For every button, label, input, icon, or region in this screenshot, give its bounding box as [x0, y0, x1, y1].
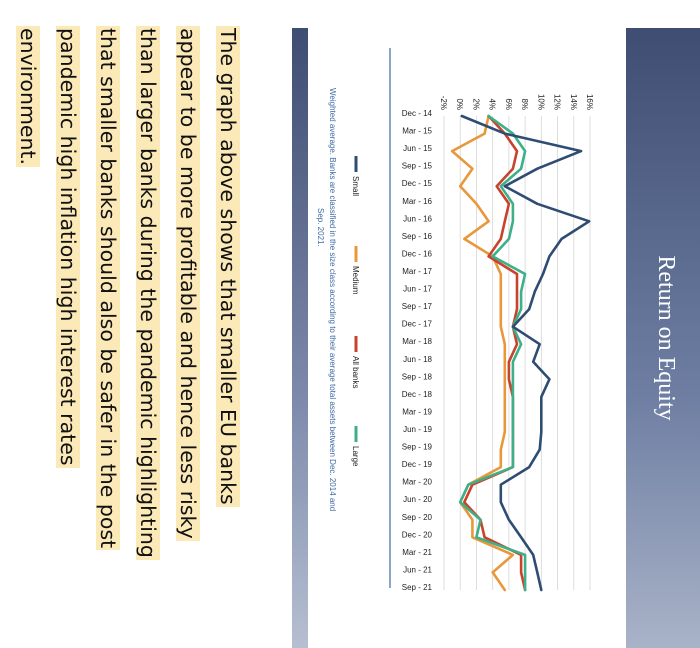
- x-tick-label: Jun - 15: [403, 144, 432, 153]
- x-tick-label: Sep - 19: [402, 443, 433, 452]
- x-tick-label: Sep - 17: [402, 302, 433, 311]
- caption-line: pandemic high inflation high interest ra…: [56, 26, 80, 468]
- caption-line: that smaller banks should also be safer …: [96, 26, 120, 551]
- x-tick-label: Sep - 18: [402, 372, 433, 381]
- x-tick-label: Jun - 20: [403, 495, 432, 504]
- series-line-large: [458, 114, 527, 592]
- y-tick-label: 14%: [569, 94, 578, 110]
- y-tick-label: 4%: [488, 98, 497, 110]
- x-tick-label: Mar - 16: [402, 197, 432, 206]
- x-tick-label: Dec - 18: [402, 390, 433, 399]
- slide-title: Return on Equity: [653, 255, 679, 421]
- x-tick-label: Dec - 17: [402, 320, 433, 329]
- y-tick-label: 0%: [455, 98, 464, 110]
- x-tick-label: Mar - 20: [402, 478, 432, 487]
- y-tick-label: 16%: [585, 94, 594, 110]
- x-tick-label: Dec - 19: [402, 460, 433, 469]
- caption-line: than larger banks during the pandemic hi…: [136, 26, 160, 560]
- x-tick-label: Dec - 20: [402, 530, 433, 539]
- x-tick-label: Mar - 18: [402, 337, 432, 346]
- y-tick-label: -2%: [439, 96, 448, 110]
- y-tick-label: 2%: [471, 98, 480, 110]
- chart-note: Weighted average. Banks are classified i…: [328, 88, 337, 511]
- x-tick-label: Sep - 15: [402, 162, 433, 171]
- x-tick-label: Mar - 17: [402, 267, 432, 276]
- y-tick-label: 6%: [504, 98, 513, 110]
- x-tick-label: Dec - 14: [402, 109, 433, 118]
- legend-label: Large: [351, 446, 360, 467]
- x-tick-label: Jun - 16: [403, 214, 432, 223]
- series-line-small: [460, 114, 591, 592]
- caption-text: The graph above shows that smaller EU ba…: [8, 26, 248, 626]
- legend-label: Small: [351, 176, 360, 196]
- caption-line: appear to be more profitable and hence l…: [176, 26, 200, 541]
- slide: Return on Equity -2% 0% 2% 4% 6% 8% 10% 12% 14% 1…: [286, 28, 700, 648]
- x-tick-label: Mar - 15: [402, 127, 432, 136]
- chart-note-line-2: Sep. 2021.: [316, 208, 325, 247]
- y-tick-label: 12%: [553, 94, 562, 110]
- x-tick-label: Mar - 19: [402, 407, 432, 416]
- legend-label: Medium: [351, 266, 360, 295]
- x-tick-label: Jun - 18: [403, 355, 432, 364]
- y-tick-label: 10%: [536, 94, 545, 110]
- x-tick-label: Dec - 15: [402, 179, 433, 188]
- series-line-medium: [450, 114, 515, 592]
- x-tick-label: Mar - 21: [402, 548, 432, 557]
- bottom-bar: [292, 28, 308, 648]
- x-tick-label: Sep - 21: [402, 583, 433, 592]
- series-line-all-banks: [463, 114, 527, 592]
- x-tick-label: Jun - 21: [403, 565, 432, 574]
- y-tick-label: 8%: [520, 98, 529, 110]
- x-tick-label: Sep - 16: [402, 232, 433, 241]
- x-tick-label: Sep - 20: [402, 513, 433, 522]
- title-bar: Return on Equity: [626, 28, 700, 648]
- caption-line: The graph above shows that smaller EU ba…: [216, 26, 240, 507]
- x-tick-label: Jun - 19: [403, 425, 432, 434]
- roe-line-chart: -2% 0% 2% 4% 6% 8% 10% 12% 14% 16% Dec - 14 Mar - 1…: [316, 48, 594, 592]
- x-tick-label: Jun - 17: [403, 285, 432, 294]
- caption-line: environment.: [16, 26, 40, 168]
- legend-label: All banks: [351, 356, 360, 388]
- x-tick-label: Dec - 16: [402, 249, 433, 258]
